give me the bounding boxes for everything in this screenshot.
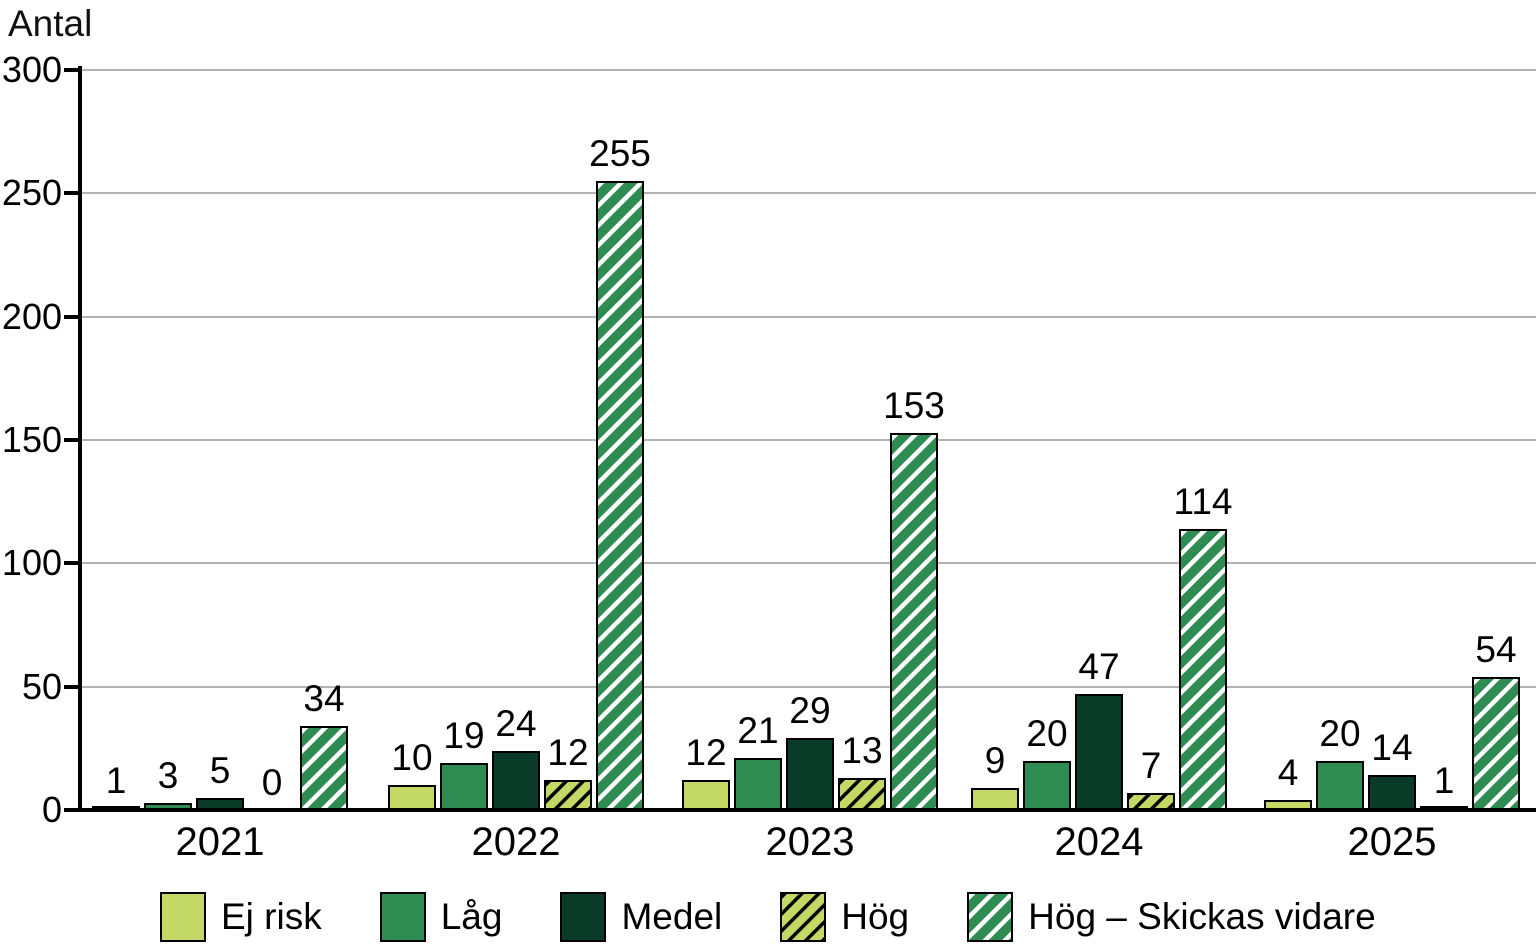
gridline	[82, 315, 1536, 318]
y-tick-mark	[64, 68, 79, 72]
value-label: 4	[1277, 752, 1299, 793]
legend-item: Låg	[379, 891, 503, 943]
legend-item: Ej risk	[160, 891, 322, 943]
legend-item: Medel	[560, 891, 722, 943]
y-tick-mark	[64, 561, 79, 566]
bar-hatch-fill	[840, 780, 884, 808]
y-tick-label: 200	[1, 295, 62, 337]
bar	[682, 780, 730, 810]
y-axis-title: Antal	[8, 3, 93, 44]
bar-hatch-fill	[1474, 679, 1518, 808]
y-tick-mark	[64, 684, 79, 689]
gridline	[82, 439, 1536, 441]
bar-hatch-fill	[598, 183, 642, 808]
bar-hatch-fill	[1129, 795, 1173, 808]
x-category-label: 2024	[1054, 820, 1144, 864]
bar	[1075, 694, 1123, 810]
value-label: 255	[589, 133, 651, 174]
value-label: 7	[1140, 745, 1162, 786]
gridline	[82, 562, 1536, 565]
bar	[440, 763, 488, 810]
legend-label: Hög	[841, 896, 910, 937]
legend-label: Låg	[440, 896, 503, 937]
y-tick-mark	[64, 808, 79, 812]
legend-label: Medel	[621, 896, 723, 937]
value-label: 21	[737, 710, 779, 751]
bar	[786, 738, 834, 810]
y-tick-mark	[64, 314, 79, 319]
bar	[388, 785, 436, 810]
value-label: 9	[984, 740, 1006, 781]
value-label: 1	[1433, 760, 1455, 801]
value-label: 20	[1026, 713, 1068, 754]
bar	[1023, 761, 1071, 810]
y-tick-mark	[64, 438, 79, 442]
bar-hatch-fill	[302, 728, 346, 808]
value-label: 12	[685, 732, 727, 773]
bar-hatch-fill	[892, 435, 936, 808]
value-label: 1	[105, 760, 127, 801]
legend-item: Hög – Skickas vidare	[967, 891, 1376, 943]
bar	[492, 751, 540, 810]
bar	[596, 181, 644, 810]
x-category-label: 2025	[1347, 820, 1437, 864]
legend: Ej risk Låg Medel Hög Hög – Skickas vidare	[160, 891, 1376, 943]
legend-swatch	[780, 892, 827, 942]
legend-swatch-hatch	[969, 894, 1012, 940]
gridline	[82, 192, 1536, 195]
legend-label: Hög – Skickas vidare	[1028, 896, 1376, 937]
value-label: 10	[391, 737, 433, 778]
bar	[1179, 529, 1227, 810]
bar	[734, 758, 782, 810]
bar	[544, 780, 592, 810]
value-label: 14	[1371, 727, 1413, 768]
value-label: 153	[883, 385, 945, 426]
legend-swatch	[560, 892, 607, 942]
bar-hatch-fill	[546, 782, 590, 808]
value-label: 20	[1319, 713, 1361, 754]
y-tick-mark	[64, 191, 79, 196]
value-label: 24	[495, 703, 537, 744]
x-category-label: 2022	[471, 820, 561, 864]
gridline	[82, 69, 1536, 71]
bar	[1472, 677, 1520, 810]
value-label: 47	[1078, 646, 1120, 687]
y-tick-label: 100	[1, 542, 62, 584]
bar	[1127, 793, 1175, 810]
value-label: 54	[1475, 629, 1517, 670]
y-tick-label: 0	[41, 789, 62, 830]
bar	[838, 778, 886, 810]
bar	[971, 788, 1019, 810]
legend-swatch	[967, 892, 1014, 942]
gridline	[82, 685, 1536, 688]
legend-swatch-hatch	[782, 894, 825, 940]
x-category-label: 2021	[175, 820, 265, 864]
y-axis-line	[78, 66, 82, 812]
legend-label: Ej risk	[221, 896, 322, 937]
value-label: 0	[261, 762, 283, 803]
y-tick-label: 250	[1, 172, 62, 214]
y-tick-label: 300	[1, 49, 62, 90]
value-label: 3	[157, 755, 179, 796]
bar-hatch-fill	[1181, 531, 1225, 808]
y-tick-label: 150	[1, 419, 62, 460]
legend-item: Hög	[780, 891, 909, 943]
value-label: 12	[547, 732, 589, 773]
x-axis-line	[78, 808, 1536, 812]
value-label: 13	[841, 730, 883, 771]
bar	[890, 433, 938, 810]
value-label: 114	[1173, 481, 1233, 522]
value-label: 5	[209, 750, 231, 791]
y-tick-label: 50	[21, 665, 62, 707]
x-category-label: 2023	[765, 820, 855, 864]
value-label: 29	[789, 690, 831, 731]
value-label: 19	[443, 715, 485, 756]
value-label: 34	[303, 678, 345, 719]
legend-swatch	[160, 892, 206, 942]
legend-swatch	[379, 892, 426, 942]
